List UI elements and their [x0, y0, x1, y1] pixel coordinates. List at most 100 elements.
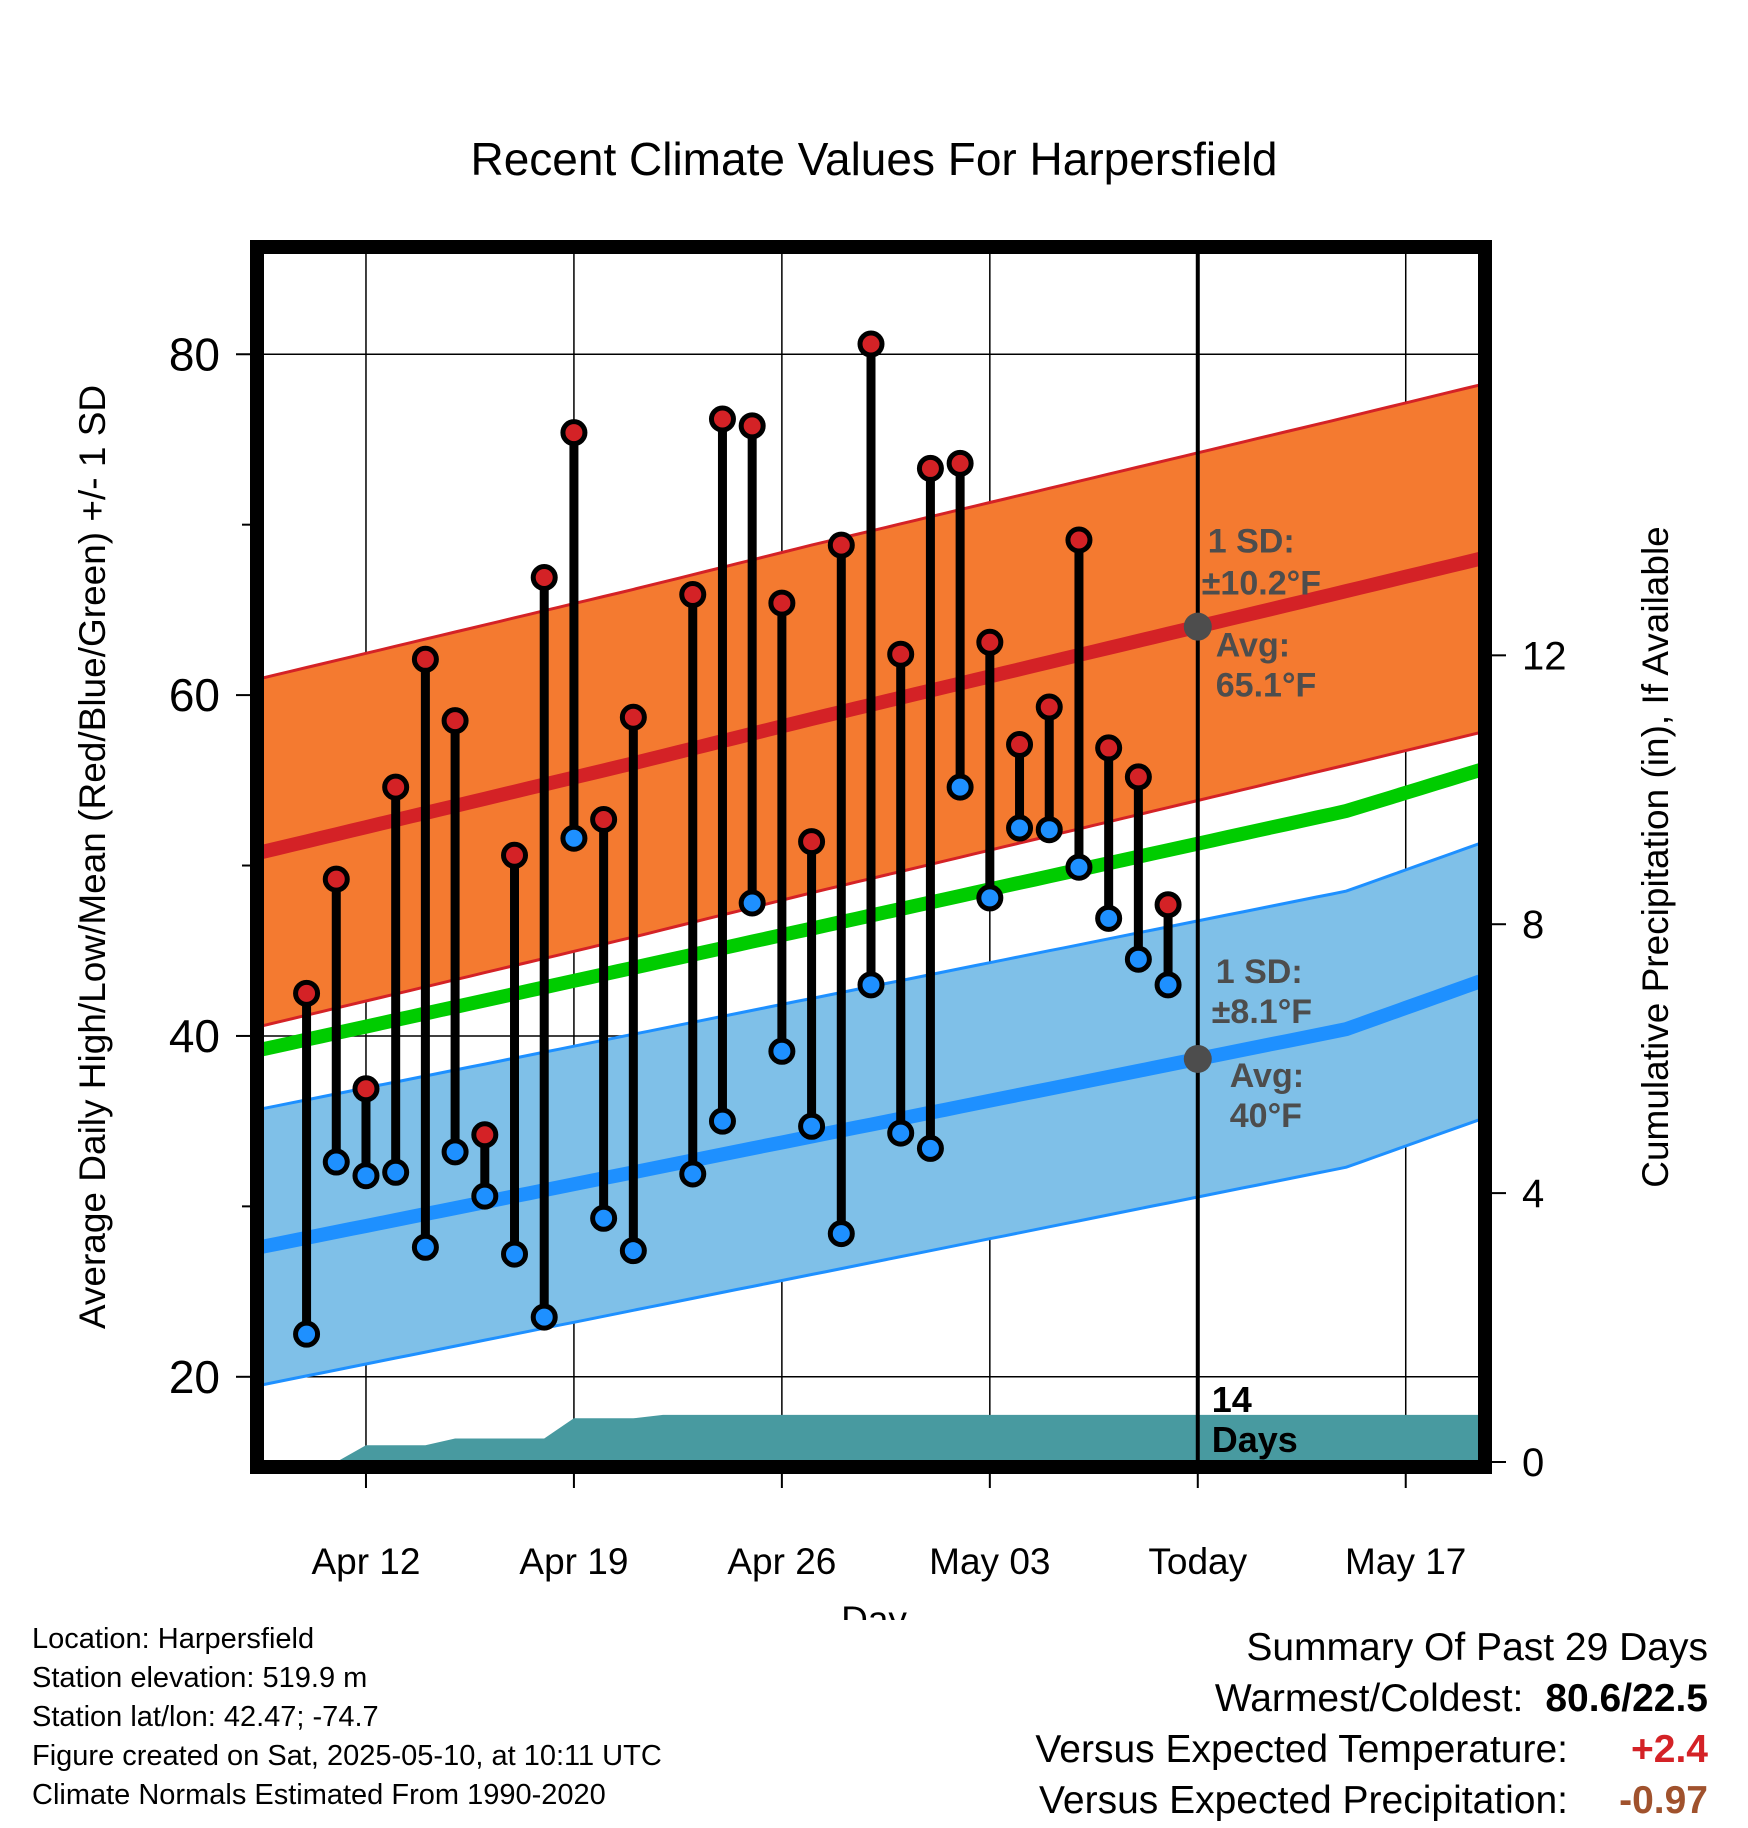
high-point	[1035, 693, 1063, 721]
x-tick-label: Apr 12	[311, 1541, 420, 1582]
low-point	[916, 1134, 944, 1162]
high-point	[887, 640, 915, 668]
low-point	[798, 1112, 826, 1140]
high-avg-label: Avg:	[1216, 627, 1290, 665]
low-sd-label: 1 SD:	[1216, 953, 1303, 991]
summary-panel: Summary Of Past 29 Days Warmest/Coldest:…	[1035, 1622, 1708, 1826]
high-point	[976, 628, 1004, 656]
low-point	[1095, 904, 1123, 932]
low-point	[768, 1037, 796, 1065]
y-tick-label: 40	[169, 1010, 220, 1062]
low-band-lower-edge	[262, 1118, 1480, 1387]
summary-temperature: Versus Expected Temperature: +2.4	[1035, 1724, 1708, 1775]
precipitation-value: -0.97	[1619, 1779, 1708, 1822]
high-point	[590, 806, 618, 834]
figure-created: Figure created on Sat, 2025-05-10, at 10…	[32, 1740, 662, 1772]
low-point	[322, 1148, 350, 1176]
high-point	[798, 828, 826, 856]
high-point	[1124, 763, 1152, 791]
precipitation-label: Versus Expected Precipitation:	[1039, 1779, 1568, 1822]
high-point	[1095, 734, 1123, 762]
high-point	[501, 841, 529, 869]
high-point	[619, 703, 647, 731]
high-point	[471, 1121, 499, 1149]
high-point	[322, 865, 350, 893]
y2-axis-label: Cumulative Precipitation (in), If Availa…	[1635, 526, 1676, 1188]
warm-cold-label: Warmest/Coldest:	[1214, 1677, 1524, 1720]
y-tick-label: 20	[169, 1351, 220, 1403]
high-point	[352, 1075, 380, 1103]
high-point	[946, 449, 974, 477]
high-point	[411, 645, 439, 673]
y-axis-label: Average Daily High/Low/Mean (Red/Blue/Gr…	[72, 385, 113, 1329]
low-point	[619, 1237, 647, 1265]
normal-low-line	[262, 974, 1480, 1254]
warm-cold-value: 80.6/22.5	[1545, 1677, 1708, 1720]
x-tick-label: May 03	[929, 1541, 1050, 1582]
days-count-label: 14 Days	[1212, 1379, 1298, 1460]
low-avg-label: Avg:	[1230, 1057, 1304, 1095]
y2-tick-label: 12	[1522, 634, 1567, 678]
y-tick-label: 60	[169, 669, 220, 721]
low-point	[590, 1204, 618, 1232]
high-point	[738, 412, 766, 440]
high-point	[1006, 731, 1034, 759]
today-high-normal-marker	[1183, 612, 1212, 641]
station-latlon: Station lat/lon: 42.47; -74.7	[32, 1701, 379, 1733]
low-avg-value: 40°F	[1230, 1097, 1302, 1135]
x-axis-label: Day	[841, 1599, 907, 1620]
high-point	[857, 330, 885, 358]
low-point	[1154, 971, 1182, 999]
x-tick-label: May 17	[1345, 1541, 1466, 1582]
low-point	[1006, 814, 1034, 842]
axes: Apr 12 Apr 19 Apr 26 May 03 Today May 1720406…	[169, 240, 1567, 1582]
low-point	[501, 1240, 529, 1268]
low-point	[471, 1182, 499, 1210]
low-point	[411, 1233, 439, 1261]
summary-warm-cold: Warmest/Coldest: 80.6/22.5	[1035, 1673, 1708, 1724]
low-point	[827, 1220, 855, 1248]
high-point	[293, 979, 321, 1007]
x-tick-label: Today	[1148, 1541, 1247, 1582]
low-point	[679, 1160, 707, 1188]
summary-title: Summary Of Past 29 Days	[1246, 1626, 1708, 1669]
low-point	[857, 971, 885, 999]
high-point	[708, 405, 736, 433]
temperature-value: +2.4	[1631, 1728, 1708, 1771]
high-sd-value: ±10.2°F	[1202, 565, 1321, 603]
summary-precipitation: Versus Expected Precipitation: -0.97	[1035, 1775, 1708, 1826]
low-sd-value: ±8.1°F	[1212, 993, 1312, 1031]
high-point	[560, 419, 588, 447]
high-point	[441, 707, 469, 735]
y2-tick-label: 8	[1522, 903, 1544, 947]
high-point	[827, 531, 855, 559]
high-point	[916, 454, 944, 482]
low-point	[441, 1138, 469, 1166]
x-tick-label: Apr 26	[727, 1541, 836, 1582]
today-low-normal-marker	[1183, 1044, 1212, 1073]
low-point	[976, 884, 1004, 912]
high-point	[768, 589, 796, 617]
high-point	[530, 564, 558, 592]
low-point	[1124, 945, 1152, 973]
low-point	[708, 1107, 736, 1135]
low-point	[738, 889, 766, 917]
high-point	[1154, 891, 1182, 919]
station-elevation: Station elevation: 519.9 m	[32, 1662, 368, 1694]
precipitation-area	[262, 1414, 1480, 1462]
plot-frame	[250, 240, 1492, 1474]
low-point	[293, 1320, 321, 1348]
low-point	[352, 1162, 380, 1190]
low-point	[946, 773, 974, 801]
high-point	[382, 773, 410, 801]
station-info: Location: Harpersfield Station elevation…	[32, 1620, 662, 1815]
low-point	[560, 824, 588, 852]
climate-normals-period: Climate Normals Estimated From 1990-2020	[32, 1779, 606, 1811]
y-tick-label: 80	[169, 328, 220, 380]
y2-tick-label: 4	[1522, 1172, 1544, 1216]
y2-tick-label: 0	[1522, 1441, 1544, 1485]
climate-chart: Recent Climate Values For Harpersfield 1…	[72, 133, 1676, 1620]
low-point	[1035, 816, 1063, 844]
x-tick-label: Apr 19	[519, 1541, 628, 1582]
